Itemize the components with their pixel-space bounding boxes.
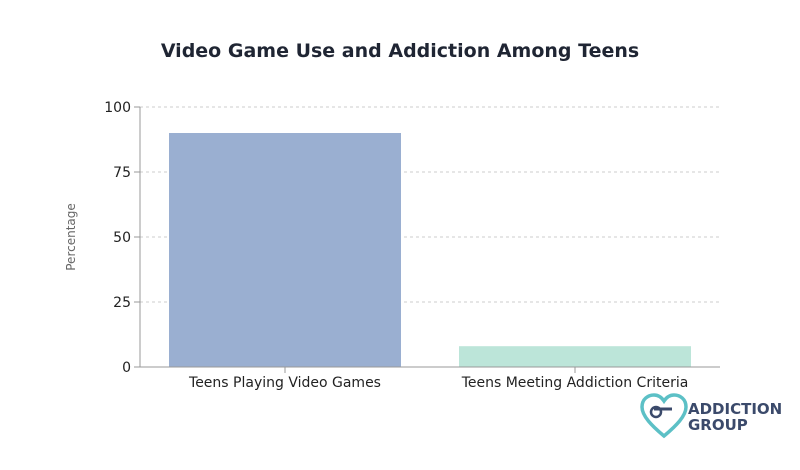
x-tick-label: Teens Playing Video Games: [188, 375, 381, 391]
bar-1: [169, 133, 401, 367]
logo-line-2: GROUP: [688, 416, 748, 434]
x-tick-labels: Teens Playing Video Games Teens Meeting A…: [188, 367, 688, 391]
x-tick-label: Teens Meeting Addiction Criteria: [461, 375, 689, 391]
logo-mark-icon: [640, 393, 688, 439]
bar-2: [459, 346, 691, 367]
chart-title: Video Game Use and Addiction Among Teens: [161, 40, 639, 62]
y-tick-label: 75: [113, 165, 131, 181]
y-tick-label: 25: [113, 295, 131, 311]
addiction-group-logo: ADDICTION GROUP: [640, 393, 782, 439]
logo-line-1: ADDICTION: [688, 400, 782, 418]
bars: [169, 133, 691, 367]
y-tick-label: 0: [122, 360, 131, 376]
y-tick-label: 50: [113, 230, 131, 246]
y-axis-label: Percentage: [64, 203, 78, 271]
y-tick-labels: 0 25 50 75 100: [104, 100, 140, 376]
y-tick-label: 100: [104, 100, 131, 116]
